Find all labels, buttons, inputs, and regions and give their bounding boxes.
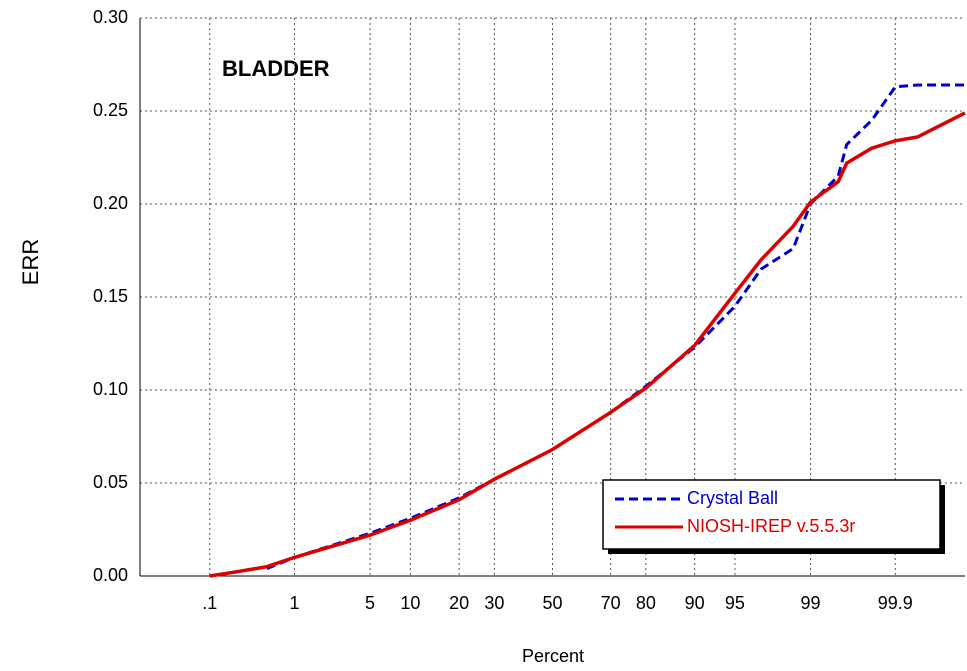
y-tick-label: 0.10 [93, 379, 128, 399]
data-line [209, 111, 966, 578]
x-tick-label: .1 [202, 593, 217, 613]
x-tick-label: 70 [601, 593, 621, 613]
x-tick-label: 20 [449, 593, 469, 613]
x-axis-label: Percent [522, 646, 584, 666]
y-tick-label: 0.05 [93, 472, 128, 492]
x-tick-label: 30 [484, 593, 504, 613]
legend-label: NIOSH-IREP v.5.5.3r [687, 516, 855, 536]
y-tick-label: 0.20 [93, 193, 128, 213]
legend [602, 479, 941, 550]
x-tick-label: 95 [725, 593, 745, 613]
x-tick-label: 1 [289, 593, 299, 613]
x-tick-label: 5 [365, 593, 375, 613]
legend-label: Crystal Ball [687, 488, 778, 508]
chart-title: BLADDER [222, 56, 330, 81]
x-tick-label: 90 [685, 593, 705, 613]
x-tick-label: 50 [542, 593, 562, 613]
x-tick-label: 99 [801, 593, 821, 613]
x-tick-label: 99.9 [878, 593, 913, 613]
y-axis-label: ERR [18, 239, 43, 285]
x-tick-label: 80 [636, 593, 656, 613]
y-tick-label: 0.25 [93, 100, 128, 120]
y-tick-label: 0.15 [93, 286, 128, 306]
x-tick-label: 10 [400, 593, 420, 613]
y-tick-label: 0.30 [93, 7, 128, 27]
y-tick-label: 0.00 [93, 565, 128, 585]
